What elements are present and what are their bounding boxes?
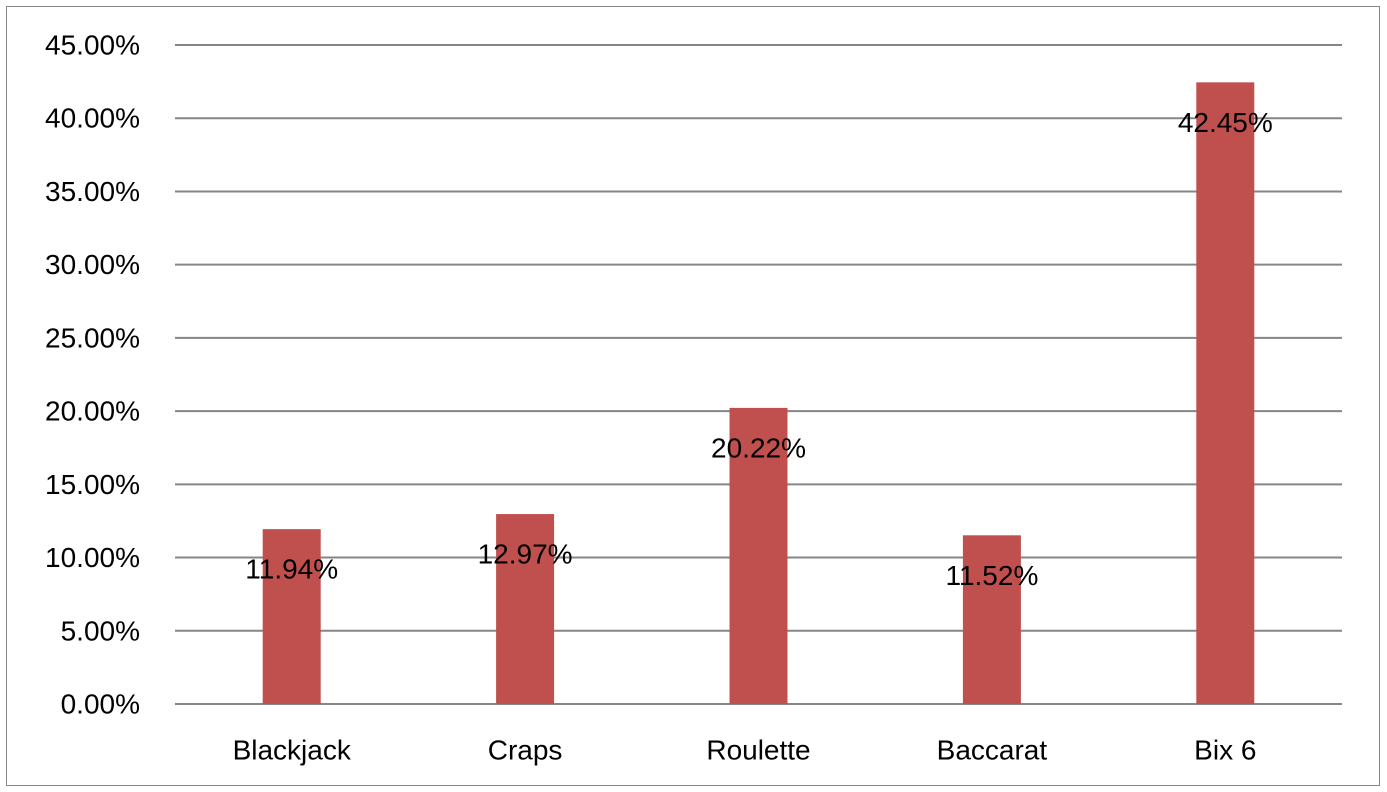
x-category-label: Craps [488, 735, 563, 766]
y-tick-label: 5.00% [61, 615, 140, 646]
data-labels: 11.94% 12.97% 20.22% 11.52% 42.45% [245, 107, 1273, 591]
chart-frame [6, 6, 1380, 786]
y-tick-label: 45.00% [45, 30, 140, 61]
x-category-label: Blackjack [233, 735, 352, 766]
x-axis-categories: Blackjack Craps Roulette Baccarat Bix 6 [233, 735, 1257, 766]
bar-value-label: 42.45% [1178, 107, 1273, 138]
y-tick-label: 20.00% [45, 396, 140, 427]
bar [962, 535, 1021, 704]
bar [262, 529, 321, 704]
bars [262, 82, 1255, 705]
bar-value-label: 12.97% [478, 539, 573, 570]
y-tick-label: 10.00% [45, 542, 140, 573]
x-category-label: Bix 6 [1194, 735, 1256, 766]
x-category-label: Baccarat [937, 735, 1048, 766]
bar-value-label: 11.52% [945, 560, 1038, 591]
bar-value-label: 11.94% [245, 554, 338, 585]
bar [496, 514, 555, 704]
y-tick-label: 30.00% [45, 249, 140, 280]
y-tick-label: 15.00% [45, 469, 140, 500]
y-tick-label: 25.00% [45, 322, 140, 353]
bar [1196, 82, 1255, 705]
bar [729, 407, 788, 704]
x-category-label: Roulette [706, 735, 810, 766]
y-tick-label: 35.00% [45, 176, 140, 207]
bar-value-label: 20.22% [711, 432, 806, 463]
gridlines [175, 44, 1342, 705]
y-tick-label: 40.00% [45, 103, 140, 134]
y-axis-ticks: 0.00% 5.00% 10.00% 15.00% 20.00% 25.00% 30.00%… [45, 30, 140, 720]
y-tick-label: 0.00% [61, 689, 140, 720]
